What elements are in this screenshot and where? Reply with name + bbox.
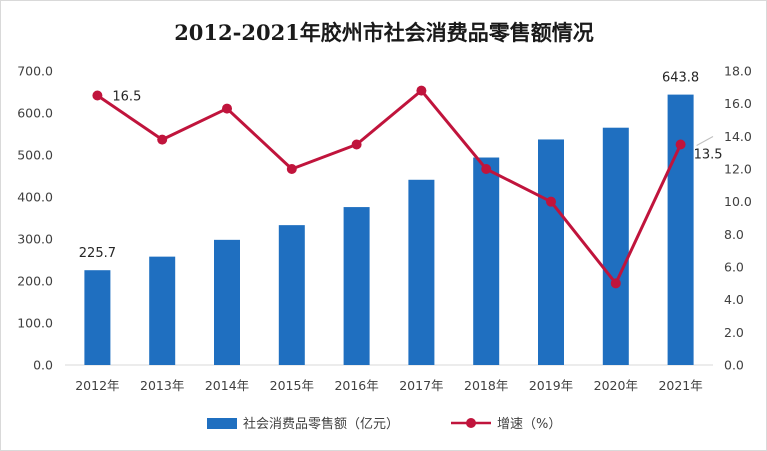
line-point	[222, 103, 232, 114]
bar	[84, 270, 111, 365]
bar	[214, 239, 240, 365]
line-point	[481, 164, 492, 174]
x-tick-label: 2014年	[205, 378, 249, 393]
data-labels: 225.7 643.8 16.5 13.5	[79, 71, 723, 262]
data-label: 643.8	[662, 71, 699, 86]
x-tick-label: 2019年	[529, 378, 573, 393]
line-point	[546, 196, 556, 207]
bar	[602, 127, 629, 365]
bar	[149, 256, 176, 365]
bar	[343, 207, 370, 365]
legend-label-sales: 社会消费品零售额（亿元）	[243, 416, 399, 432]
y-right-tick-label: 12.0	[724, 162, 752, 177]
y-left-tick-label: 300.0	[17, 232, 53, 247]
x-tick-label: 2016年	[334, 378, 378, 393]
x-tick-label: 2017年	[399, 378, 443, 393]
x-tick-label: 2020年	[594, 378, 638, 393]
y-right-tick-label: 8.0	[724, 227, 744, 242]
line-point	[92, 90, 103, 101]
legend: 社会消费品零售额（亿元） 增速（%）	[207, 416, 561, 432]
bar	[538, 139, 564, 365]
x-tick-label: 2015年	[270, 378, 314, 393]
data-label-leader	[696, 136, 714, 146]
y-left-tick-label: 400.0	[17, 190, 53, 205]
bar	[473, 157, 500, 365]
bar	[667, 94, 694, 365]
data-label: 16.5	[112, 90, 141, 105]
bar	[278, 225, 305, 365]
legend-item-sales: 社会消费品零售额（亿元）	[207, 416, 399, 432]
legend-marker-swatch	[466, 418, 476, 428]
y-left-tick-label: 700.0	[17, 64, 53, 79]
line-point	[416, 85, 427, 96]
line-point	[675, 139, 686, 150]
y-right-tick-label: 4.0	[724, 292, 744, 307]
y-left-tick-label: 100.0	[17, 316, 53, 331]
y-right-tick-label: 0.0	[724, 358, 744, 373]
y-left-tick-label: 0.0	[33, 358, 53, 373]
y-left-tick-label: 600.0	[17, 106, 53, 121]
line-point	[286, 164, 297, 174]
bar-series	[84, 94, 694, 365]
bar	[408, 179, 435, 365]
y-right-tick-label: 16.0	[724, 96, 752, 111]
line-point	[610, 278, 621, 289]
y-right-tick-label: 2.0	[724, 325, 744, 340]
legend-bar-swatch	[207, 418, 237, 429]
growth-line	[96, 89, 682, 285]
legend-item-growth: 增速（%）	[451, 417, 561, 432]
axes: 0.0 100.0 200.0 300.0 400.0 500.0 600.0 700.0 0.…	[17, 64, 752, 394]
y-left-tick-label: 200.0	[17, 274, 53, 289]
y-left-tick-label: 500.0	[17, 148, 53, 163]
x-tick-label: 2013年	[140, 378, 184, 393]
y-right-tick-label: 14.0	[724, 129, 752, 144]
line-point	[157, 134, 168, 145]
chart-title: 2012-2021年胶州市社会消费品零售额情况	[174, 20, 594, 45]
x-tick-label: 2021年	[658, 378, 702, 393]
line-point	[351, 139, 362, 150]
data-label: 13.5	[694, 148, 723, 163]
legend-label-growth: 增速（%）	[497, 417, 561, 432]
line-series	[92, 85, 686, 289]
y-right-tick-label: 18.0	[724, 64, 752, 79]
y-right-tick-label: 10.0	[724, 194, 752, 209]
data-label: 225.7	[79, 246, 116, 261]
x-tick-label: 2018年	[464, 378, 508, 393]
x-tick-label: 2012年	[75, 378, 119, 393]
y-right-tick-label: 6.0	[724, 260, 744, 275]
